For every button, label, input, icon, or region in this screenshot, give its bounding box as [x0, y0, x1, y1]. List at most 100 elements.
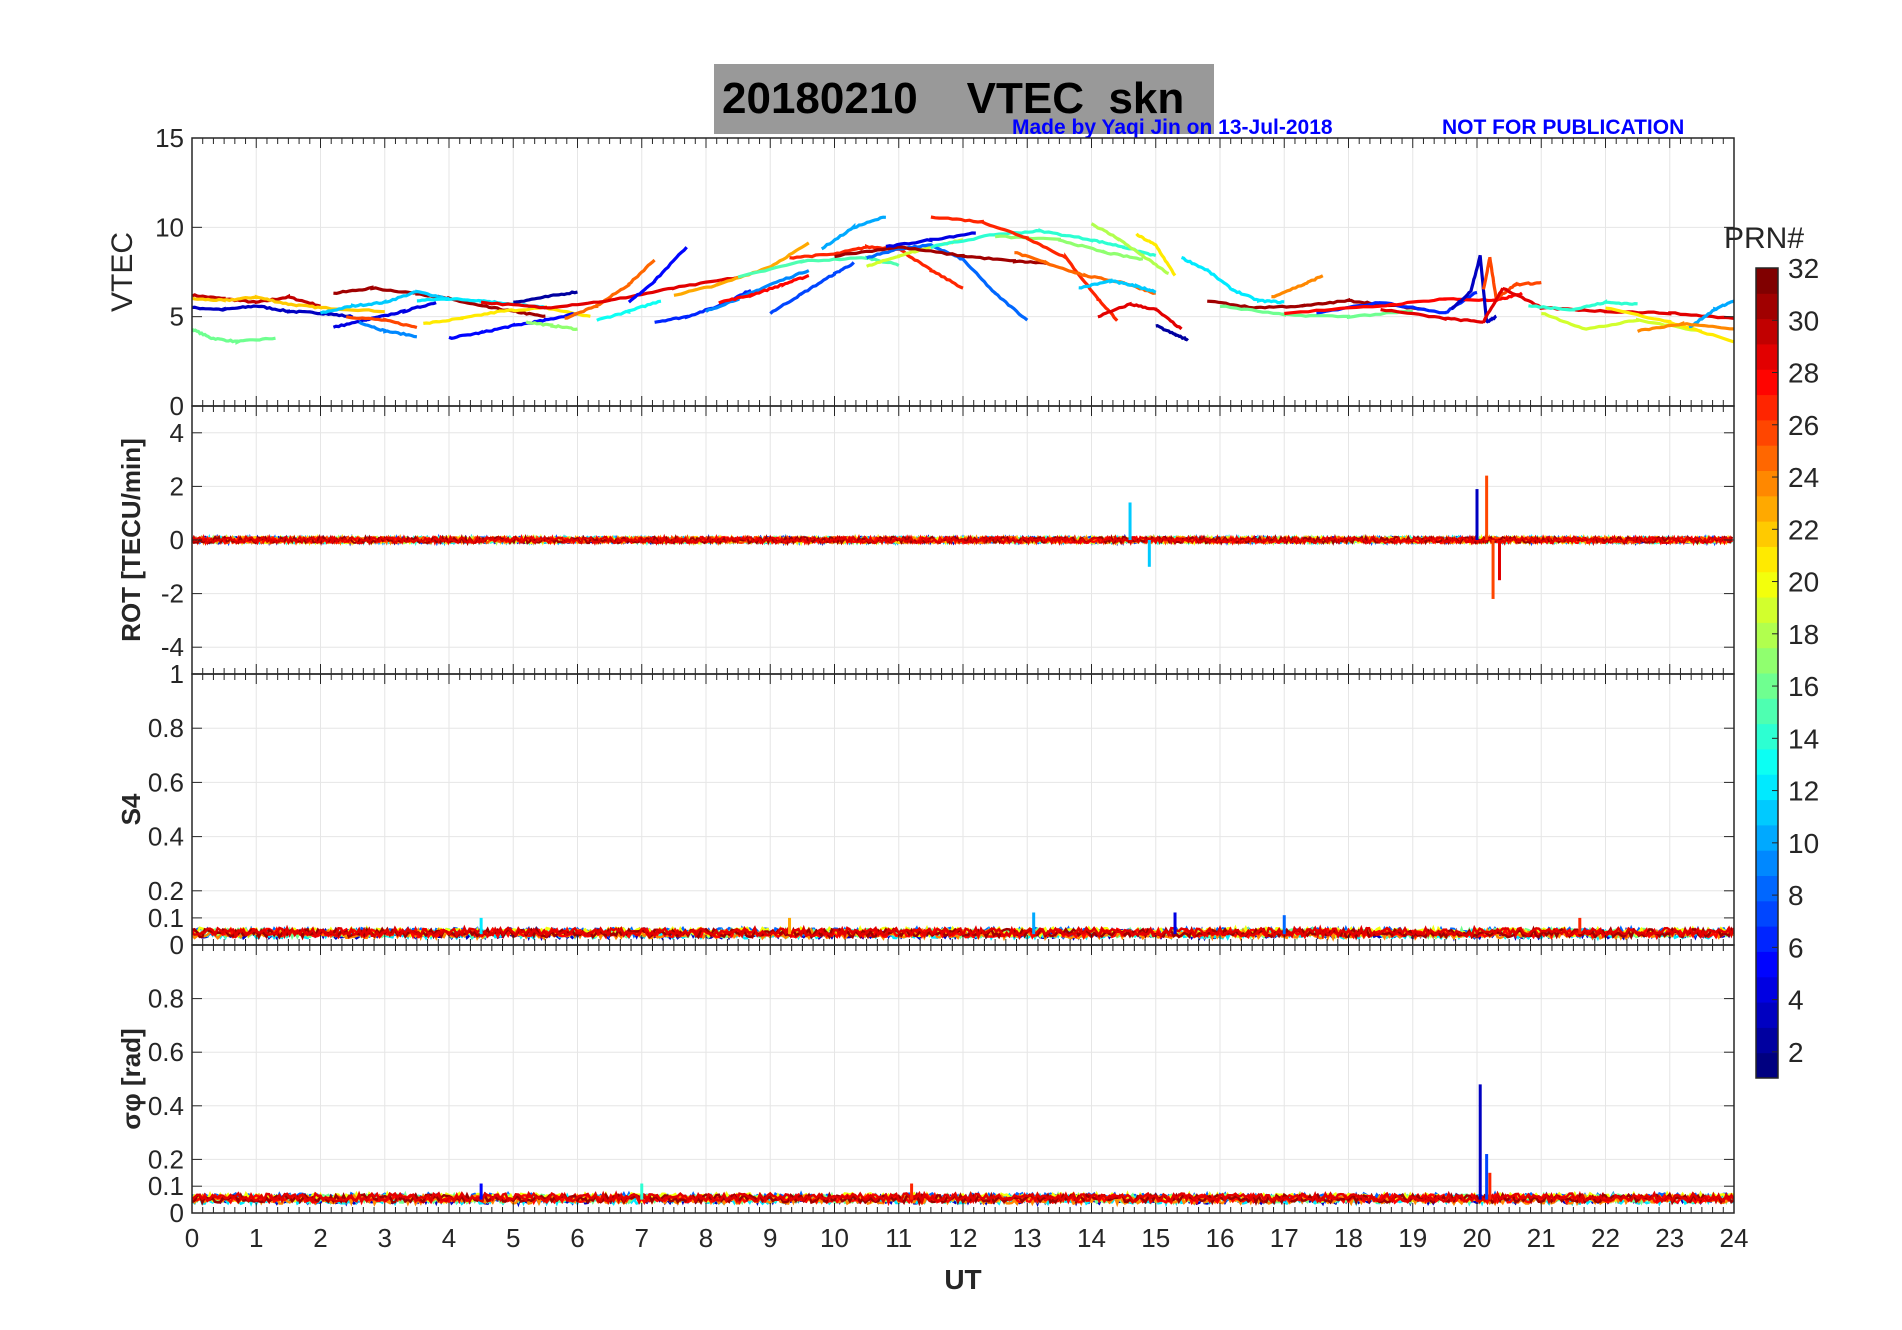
y-tick-label: 0: [170, 391, 184, 421]
y-tick-label: 0: [170, 525, 184, 555]
x-tick-label: 8: [699, 1223, 713, 1253]
vtec-series-prn-29: [1097, 301, 1183, 331]
vtec-series-prn-11: [319, 289, 449, 315]
colorbar-segment: [1756, 419, 1778, 446]
vtec-series-prn-7: [769, 261, 855, 315]
colorbar-segment: [1756, 875, 1778, 902]
vtec-series-prn-29: [480, 275, 739, 310]
vtec-series-prn-10: [820, 215, 886, 251]
colorbar-segment: [1756, 571, 1778, 598]
x-tick-label: 19: [1398, 1223, 1427, 1253]
colorbar-tick-label: 4: [1788, 985, 1804, 1016]
data-layer: [192, 1084, 1734, 1208]
x-tick-label: 11: [885, 1223, 912, 1253]
vtec-series-prn-28: [1284, 291, 1523, 316]
colorbar-tick-label: 2: [1788, 1037, 1804, 1068]
vtec-series-prn-4: [885, 231, 976, 248]
vtec-series-prn-25: [564, 258, 656, 320]
colorbar-segment: [1756, 698, 1778, 725]
y-tick-label: 0.8: [148, 713, 184, 743]
x-tick-label: 7: [635, 1223, 649, 1253]
vtec-series-prn-21: [1605, 306, 1734, 344]
y-tick-label: 2: [170, 471, 184, 501]
y-tick-label: 0.1: [148, 903, 184, 933]
vtec-series-prn-23: [673, 241, 810, 297]
colorbar-segment: [1756, 369, 1778, 396]
x-tick-label: 15: [1141, 1223, 1170, 1253]
y-tick-label: 0.2: [148, 876, 184, 906]
colorbar-segment: [1756, 495, 1778, 522]
colorbar-segment: [1756, 470, 1778, 497]
vtec-series-prn-29: [1380, 286, 1734, 324]
vtec-series-prn-5: [448, 311, 579, 340]
colorbar-segment: [1756, 951, 1778, 978]
y-tick-label: 0.6: [148, 1037, 184, 1067]
x-tick-label: 20: [1463, 1223, 1492, 1253]
x-tick-label: 12: [949, 1223, 978, 1253]
vtec-series-prn-13: [596, 299, 662, 322]
colorbar-segment: [1756, 673, 1778, 699]
credit-text: Made by Yaqi Jin on 13-Jul-2018: [1012, 116, 1333, 139]
vtec-series-prn-21: [1135, 232, 1177, 277]
vtec-series-prn-26: [345, 315, 418, 330]
panel-s4: 00.10.2 0.4 0.6 0.8 1 S4: [116, 659, 1735, 960]
figure-title: 20180210 VTEC skn: [722, 74, 1185, 123]
sigma_phi-series-prn-31: [192, 1191, 1734, 1207]
vtec-series-prn-10: [1688, 299, 1734, 329]
y-tick-label: -4: [161, 632, 184, 662]
publication-notice: NOT FOR PUBLICATION: [1442, 116, 1685, 139]
vtec-series-prn-27: [930, 215, 1119, 322]
colorbar-segment: [1756, 824, 1778, 851]
x-tick-label: 16: [1206, 1223, 1235, 1253]
x-tick-label: 5: [506, 1223, 520, 1253]
data-layer: [192, 475, 1734, 599]
vtec-series-prn-9: [358, 320, 418, 339]
colorbar-frame: [1755, 267, 1779, 1079]
vtec-series-prn-31: [834, 244, 1047, 265]
colorbar-segment: [1756, 318, 1778, 345]
vtec-series-prn-2: [1155, 324, 1189, 342]
y-tick-label: 5: [170, 302, 184, 332]
vtec-series-prn-3: [1450, 254, 1498, 324]
sigma_phi-series-prn-29: [192, 1190, 1734, 1206]
x-tick-label: 1: [249, 1223, 263, 1253]
colorbar-tick-label: 10: [1788, 828, 1819, 859]
colorbar-segment: [1756, 521, 1778, 547]
colorbar-segment: [1756, 799, 1778, 826]
y-tick-label: 10: [155, 212, 184, 242]
vtec-series-prn-22: [192, 294, 385, 314]
colorbar-segment: [1756, 546, 1778, 573]
colorbar-tick-label: 20: [1788, 567, 1819, 598]
vtec-series-prn-6: [654, 288, 752, 324]
colorbar-tick-label: 24: [1788, 462, 1819, 493]
colorbar-segment: [1756, 1002, 1778, 1028]
panel-sigma_phi: 00.10.20.40.60.8σφ [rad]0 1 2 3 4 5 6 7 8 9 10 11 12…: [116, 944, 1748, 1295]
x-tick-label: 23: [1655, 1223, 1684, 1253]
colorbar-segment: [1756, 748, 1778, 775]
colorbar-segment: [1756, 900, 1778, 927]
y-axis-label: σφ [rad]: [116, 1028, 146, 1129]
vtec-series-prn-16: [192, 327, 276, 345]
colorbar-segment: [1756, 647, 1778, 674]
y-tick-label: 0.4: [148, 1091, 184, 1121]
panel-rot: -4 -2 0 2 4 ROT [TECU/min]: [116, 405, 1735, 675]
data-layer: [192, 215, 1734, 345]
colorbar-segment: [1756, 597, 1778, 623]
vtec-series-prn-15: [737, 255, 900, 279]
vtec-series-prn-4: [332, 301, 437, 329]
y-axis-label: VTEC: [106, 232, 139, 312]
vtec-series-prn-30: [192, 293, 321, 308]
colorbar-segment: [1756, 723, 1778, 750]
colorbar-tick-label: 14: [1788, 723, 1819, 754]
x-tick-label: 22: [1591, 1223, 1620, 1253]
vtec-series-prn-17: [525, 320, 578, 332]
y-tick-label: 0.8: [148, 984, 184, 1014]
colorbar-label: PRN#: [1724, 222, 1804, 255]
colorbar-tick-label: 6: [1788, 932, 1804, 963]
vtec-series-prn-11: [1078, 278, 1157, 294]
vtec-series-prn-2: [513, 290, 578, 304]
y-tick-label: -2: [161, 579, 184, 609]
colorbar-segment: [1756, 622, 1778, 649]
